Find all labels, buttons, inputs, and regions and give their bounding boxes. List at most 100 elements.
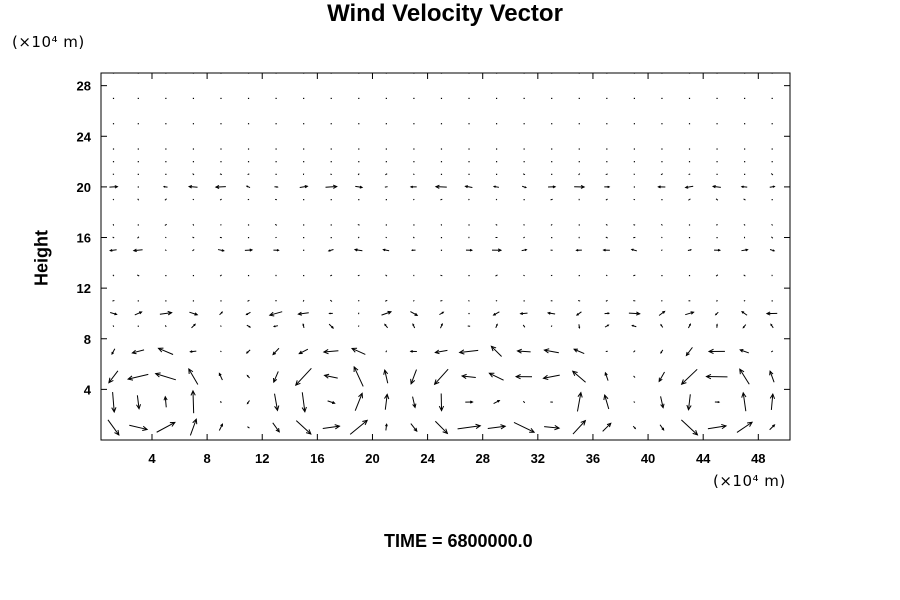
wind-vector-head (524, 248, 528, 252)
wind-vector-dot (633, 97, 635, 100)
wind-vector-arrow (272, 422, 280, 433)
wind-vector-arrow (354, 392, 364, 411)
wind-vector-dot (192, 300, 195, 302)
wind-vector-shaft (771, 236, 774, 239)
wind-vector-head (690, 311, 695, 315)
wind-vector-arrow (544, 425, 561, 431)
wind-vector-head (716, 323, 718, 326)
wind-vector-arrow (660, 349, 664, 354)
wind-vector-dot (523, 161, 525, 163)
wind-vector-arrow (382, 248, 390, 252)
wind-vector-arrow (384, 393, 390, 410)
wind-vector-arrow (495, 323, 498, 328)
wind-vector-shaft (357, 236, 360, 239)
wind-vector-head (543, 348, 550, 354)
wind-vector-head (249, 248, 254, 252)
wind-vector-head (305, 429, 312, 435)
wind-vector-head (108, 377, 114, 384)
wind-vector-shaft (192, 173, 195, 176)
wind-vector-head (297, 311, 303, 316)
wind-vector-arrow (381, 310, 393, 316)
wind-vector-dot (303, 274, 305, 277)
wind-vector-arrow (218, 423, 223, 431)
wind-vector-head (634, 427, 637, 430)
wind-vector-shaft (192, 198, 195, 201)
wind-vector-head (276, 248, 280, 252)
wind-vector-arrow (769, 185, 776, 188)
wind-vector-shaft (220, 350, 222, 353)
wind-vector-head (741, 310, 745, 314)
wind-vector-shaft (633, 198, 636, 201)
wind-vector-arrow (707, 348, 725, 355)
wind-vector-head (684, 185, 689, 189)
wind-vector-arrow (495, 198, 498, 201)
wind-vector-head (328, 312, 331, 315)
wind-vector-dot (633, 72, 635, 74)
wind-vector-dot (523, 97, 525, 100)
wind-vector-arrow (633, 375, 636, 378)
wind-vector-head (772, 185, 776, 188)
wind-vector-arrow (523, 274, 525, 277)
wind-vector-dot (192, 148, 195, 150)
wind-vector-head (358, 392, 364, 399)
wind-vector-arrow (576, 391, 583, 412)
wind-vector-arrow (573, 348, 585, 355)
wind-vector-arrow (330, 274, 333, 277)
wind-vector-head (602, 248, 606, 252)
wind-vector-head (362, 419, 369, 426)
wind-vector-arrow (550, 325, 553, 327)
wind-vector-dot (247, 274, 250, 277)
wind-vector-shaft (155, 373, 176, 381)
wind-vector-arrow (605, 173, 608, 176)
wind-vector-dot (468, 274, 470, 277)
wind-vector-arrow (189, 350, 197, 353)
wind-vector-arrow (154, 372, 176, 381)
wind-vector-shaft (269, 311, 283, 316)
wind-vector-shaft (410, 369, 417, 385)
wind-vector-shaft (192, 249, 195, 252)
wind-vector-dot (578, 123, 580, 125)
wind-vector-head (114, 429, 120, 436)
wind-vector-shaft (129, 424, 148, 430)
wind-vector-dot (688, 274, 691, 277)
wind-vector-arrow (605, 223, 608, 226)
wind-vector-dot (495, 123, 498, 125)
wind-vector-dot (112, 161, 115, 163)
plot-frame (100, 72, 791, 441)
wind-vector-arrow (769, 424, 776, 431)
wind-vector-head (169, 421, 176, 427)
wind-vector-head (111, 351, 114, 356)
wind-vector-shaft (137, 236, 140, 239)
wind-vector-head (194, 312, 199, 316)
wind-vector-head (334, 424, 341, 430)
wind-vector-dot (303, 72, 305, 74)
wind-vector-head (772, 249, 776, 252)
wind-vector-dot (551, 173, 553, 175)
wind-vector-dot (495, 97, 498, 100)
wind-vector-head (661, 427, 665, 431)
y-tick-label: 8 (84, 332, 91, 347)
wind-vector-head (190, 389, 196, 396)
wind-vector-shaft (605, 223, 608, 226)
wind-vector-shaft (218, 373, 223, 381)
wind-vector-shaft (164, 396, 167, 408)
wind-vector-arrow (468, 198, 470, 201)
wind-vector-arrow (192, 249, 195, 252)
wind-vector-arrow (546, 311, 556, 315)
wind-vector-shaft (218, 423, 223, 431)
wind-vector-arrow (465, 248, 474, 252)
wind-vector-dot (633, 123, 635, 125)
wind-vector-dot (633, 186, 635, 188)
wind-vector-head (302, 323, 305, 326)
wind-vector-arrow (770, 323, 774, 329)
wind-vector-arrow (385, 274, 388, 277)
wind-vector-arrow (465, 400, 474, 404)
wind-vector-arrow (516, 348, 531, 354)
wind-vector-head (382, 248, 386, 252)
wind-vector-arrow (245, 349, 251, 354)
wind-vector-dot (330, 161, 332, 163)
wind-vector-arrow (711, 185, 721, 189)
wind-vector-arrow (434, 349, 448, 355)
wind-vector-shaft (136, 274, 140, 277)
